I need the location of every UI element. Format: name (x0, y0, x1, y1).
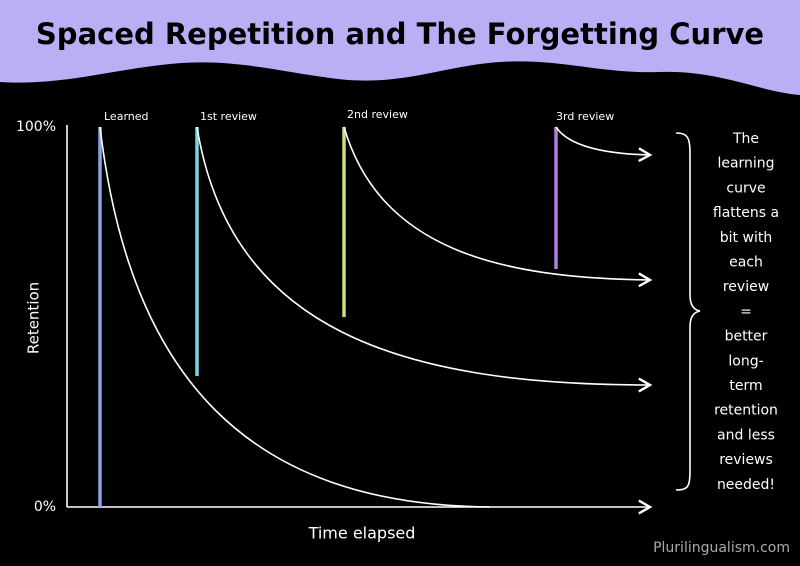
note-line: needed! (717, 477, 775, 493)
note-line: and less (717, 427, 775, 443)
note-line: bit with (720, 230, 772, 246)
note-line: curve (726, 180, 765, 196)
note-line: each (729, 255, 763, 271)
y-top-label: 100% (16, 119, 56, 135)
note: The learning curve flattens a bit with each re… (713, 131, 779, 493)
note-line: = (740, 304, 752, 320)
forgetting-curve (555, 126, 653, 163)
note-line: long- (728, 353, 763, 369)
forgetting-curve (196, 126, 653, 393)
note-line: term (729, 378, 762, 394)
event-label: 3rd review (556, 110, 614, 123)
note-line: review (723, 279, 769, 295)
y-bottom-label: 0% (34, 499, 56, 515)
note-line: better (725, 329, 768, 345)
note-line: reviews (719, 452, 773, 468)
note-line: retention (714, 403, 778, 419)
forgetting-curve (343, 126, 653, 288)
forgetting-curve (99, 126, 491, 508)
event-label: 2nd review (347, 108, 408, 121)
title: Spaced Repetition and The Forgetting Cur… (36, 17, 764, 51)
note-line: flattens a (713, 205, 779, 221)
note-line: learning (717, 156, 774, 172)
event-label: 1st review (200, 110, 257, 123)
header-band (0, 0, 800, 95)
event-label: Learned (104, 110, 149, 123)
y-axis-label: Retention (25, 282, 43, 354)
note-line: The (732, 131, 759, 147)
brace (675, 132, 701, 491)
credit: Plurilingualism.com (653, 540, 790, 556)
x-axis-label: Time elapsed (308, 524, 416, 543)
